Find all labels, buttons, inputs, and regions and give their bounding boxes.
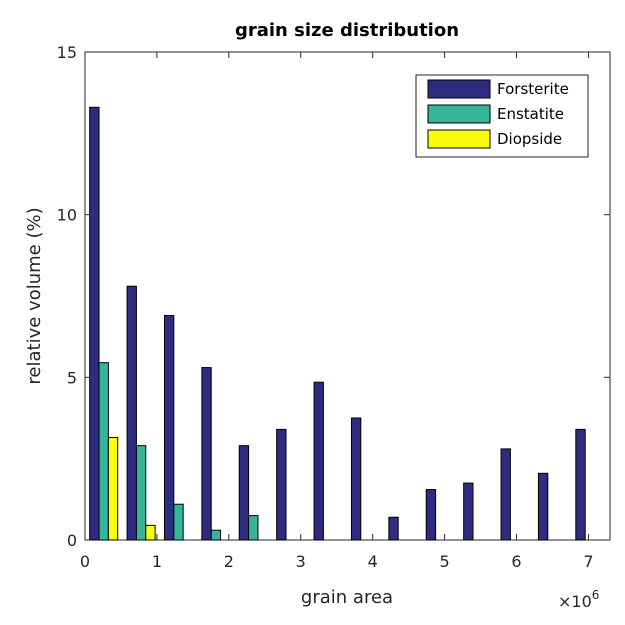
legend-label-diopside: Diopside [497,130,562,148]
legend-swatch-forsterite [427,79,491,99]
bar-forsterite-10 [463,482,474,541]
legend: Forsterite Enstatite Diopside [415,74,589,158]
bar-enstatite-4 [248,515,259,541]
x-tick-label-3: 3 [296,552,306,571]
bar-forsterite-4 [238,445,250,541]
x-tick-label-0: 0 [80,552,90,571]
x-axis-label: grain area [301,587,393,608]
bar-diopside-1 [145,524,156,541]
bar-forsterite-13 [575,428,586,541]
x-tick-label-6: 6 [511,552,521,571]
bar-forsterite-0 [89,106,100,541]
chart-title: grain size distribution [235,20,459,41]
bar-forsterite-1 [126,285,137,541]
bar-enstatite-1 [135,445,147,541]
bar-forsterite-9 [425,489,437,541]
y-tick-label-2: 10 [57,206,77,225]
bar-forsterite-8 [388,516,399,541]
bar-forsterite-12 [537,472,549,541]
x-tick-label-5: 5 [439,552,449,571]
bar-forsterite-5 [276,428,287,541]
legend-swatch-diopside [427,129,491,149]
y-tick-label-1: 5 [67,368,77,387]
bar-diopside-0 [107,437,119,541]
y-tick-label-0: 0 [67,531,77,550]
x-tick-label-2: 2 [224,552,234,571]
bar-forsterite-11 [500,448,511,541]
bar-forsterite-7 [350,417,362,541]
legend-label-enstatite: Enstatite [497,105,564,123]
bar-forsterite-3 [201,367,212,541]
y-axis-label: relative volume (%) [24,207,45,384]
legend-label-forsterite: Forsterite [497,80,569,98]
bar-enstatite-3 [210,529,222,541]
bars-group [89,106,586,541]
bar-enstatite-2 [173,503,184,541]
x-axis-multiplier: ×106 [558,588,599,611]
x-multiplier-exponent: 6 [592,588,600,602]
bar-forsterite-6 [313,381,324,541]
legend-swatch-enstatite [427,104,491,124]
bar-forsterite-2 [163,315,175,541]
x-tick-label-1: 1 [152,552,162,571]
y-tick-label-3: 15 [57,43,77,62]
ticks-group: 0 1 2 3 4 5 6 7 0 5 10 15 [57,43,610,571]
bar-enstatite-0 [98,362,109,541]
x-multiplier-base: ×10 [558,592,592,611]
x-tick-label-7: 7 [583,552,593,571]
x-tick-label-4: 4 [368,552,378,571]
